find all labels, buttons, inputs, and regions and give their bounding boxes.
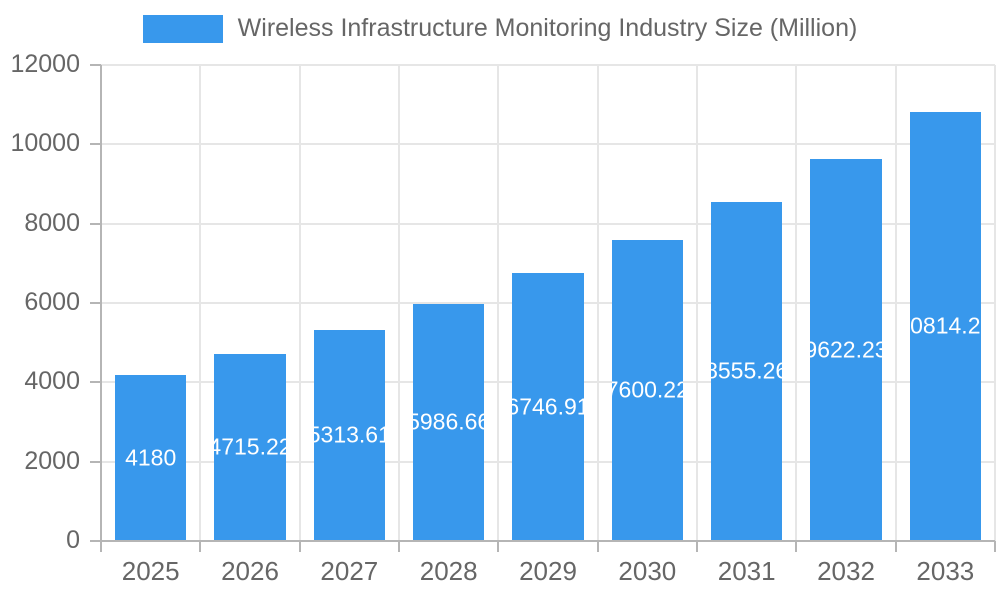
y-tick-label: 8000	[24, 208, 80, 237]
bar[interactable]: 5313.61	[313, 330, 386, 540]
bar[interactable]: 8555.26	[710, 201, 783, 540]
x-axis-tick-mark	[795, 541, 798, 552]
chart-legend[interactable]: Wireless Infrastructure Monitoring Indus…	[0, 14, 1000, 43]
x-tick-label: 2030	[618, 556, 677, 586]
bar-value-label: 4180	[125, 444, 177, 471]
bar[interactable]: 6746.91	[512, 273, 584, 540]
gridline-vertical	[199, 65, 202, 541]
x-tick-label: 2028	[419, 556, 478, 586]
bar-value-label: 5313.61	[313, 421, 386, 448]
y-tick-label: 4000	[24, 367, 80, 396]
x-tick-label: 2026	[221, 556, 279, 586]
gridline-horizontal	[101, 143, 995, 146]
gridline-horizontal	[101, 64, 995, 66]
bar-value-label: 9622.23	[810, 336, 882, 363]
bar-value-label: 10814.25	[910, 312, 982, 339]
gridline-vertical	[894, 65, 897, 541]
legend-swatch	[142, 14, 223, 43]
x-axis-tick-mark	[199, 541, 202, 552]
y-tick-label: 6000	[24, 288, 80, 316]
y-tick-label: 10000	[10, 129, 80, 158]
gridline-vertical	[795, 65, 798, 541]
gridline-vertical	[696, 65, 698, 541]
bar[interactable]: 10814.25	[909, 112, 982, 540]
bar[interactable]: 4715.22	[214, 353, 286, 540]
y-axis-line	[100, 65, 102, 552]
x-tick-label: 2033	[916, 556, 975, 586]
y-axis-tick-mark	[90, 222, 101, 225]
x-tick-label: 2029	[519, 556, 577, 586]
x-tick-label: 2027	[320, 556, 379, 586]
x-tick-label: 2032	[817, 556, 875, 586]
gridline-vertical	[596, 65, 599, 541]
y-axis-tick-mark	[90, 64, 101, 66]
x-axis-tick-mark	[398, 541, 400, 552]
bar-value-label: 6746.91	[512, 393, 584, 420]
x-axis-tick-mark	[696, 541, 698, 552]
gridline-vertical	[994, 65, 996, 541]
x-axis-tick-mark	[994, 541, 996, 552]
gridline-vertical	[497, 65, 500, 541]
bar[interactable]: 7600.22	[611, 239, 684, 540]
y-tick-label: 2000	[24, 446, 80, 475]
gridline-vertical	[398, 65, 400, 541]
legend-label: Wireless Infrastructure Monitoring Indus…	[237, 14, 858, 42]
gridline-vertical	[298, 65, 301, 541]
x-axis-tick-mark	[298, 541, 301, 552]
bar-value-label: 7600.22	[611, 376, 684, 403]
y-axis-tick-mark	[90, 460, 101, 463]
x-axis-tick-mark	[894, 541, 897, 552]
bar-value-label: 8555.26	[710, 357, 783, 384]
x-axis-line	[90, 540, 995, 542]
x-axis-tick-mark	[497, 541, 500, 552]
y-tick-label: 12000	[10, 50, 80, 78]
y-axis-tick-mark	[90, 143, 101, 146]
y-tick-label: 0	[66, 526, 80, 554]
bar[interactable]: 5986.66	[412, 303, 485, 540]
bar[interactable]: 4180	[114, 375, 187, 540]
bar-value-label: 5986.66	[412, 408, 485, 435]
x-tick-label: 2025	[121, 556, 180, 586]
y-axis-tick-mark	[90, 381, 101, 384]
x-tick-label: 2031	[717, 556, 776, 586]
y-axis-tick-mark	[90, 302, 101, 304]
bar[interactable]: 9622.23	[810, 159, 882, 540]
gridline-horizontal	[101, 222, 995, 225]
x-axis-tick-mark	[596, 541, 599, 552]
bar-value-label: 4715.22	[214, 433, 286, 460]
